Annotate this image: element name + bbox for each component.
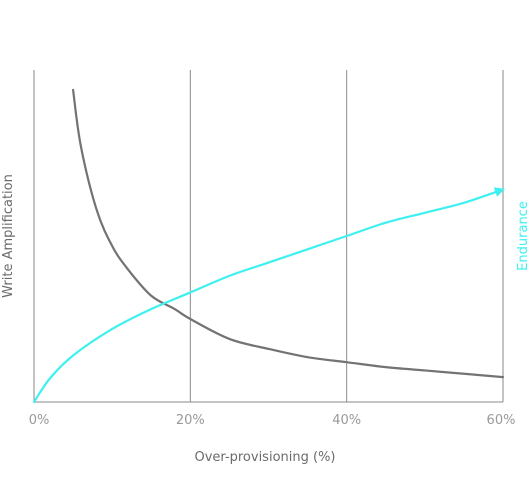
y2-axis-title: Endurance	[516, 201, 530, 271]
endurance-series-line	[32, 187, 505, 404]
write-amplification-series-line	[71, 88, 505, 379]
y-axis-title: Write Amplification	[1, 174, 16, 298]
x-tick-label: 40%	[332, 413, 361, 428]
x-tick-label: 60%	[487, 413, 516, 428]
x-tick-label: 20%	[176, 413, 205, 428]
plot-series	[32, 88, 505, 404]
gridlines	[33, 70, 504, 403]
x-tick-labels: 0% 20% 40% 60%	[29, 413, 516, 428]
x-tick-label: 0%	[29, 413, 50, 428]
x-axis-title: Over-provisioning (%)	[194, 450, 335, 465]
